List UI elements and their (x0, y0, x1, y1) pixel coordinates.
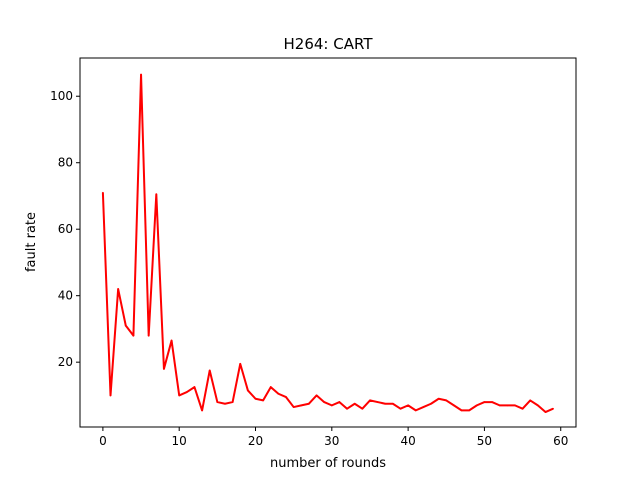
data-point (216, 401, 219, 403)
y-tick-label: 100 (50, 89, 73, 103)
x-tick-label: 40 (400, 434, 415, 448)
data-point (208, 369, 211, 372)
data-point (361, 407, 364, 410)
data-point (552, 407, 554, 410)
data-point (498, 404, 501, 407)
chart-title: H264: CART (284, 35, 374, 53)
data-point (369, 399, 371, 402)
data-point (132, 334, 135, 337)
data-point (453, 404, 455, 407)
y-tick-label: 60 (58, 222, 73, 236)
data-point (201, 409, 203, 412)
series-layer (101, 73, 554, 414)
x-tick-label: 60 (553, 434, 568, 448)
data-point (170, 339, 173, 342)
y-axis-label: fault rate (24, 212, 39, 272)
data-point (239, 363, 242, 365)
data-point (430, 402, 432, 405)
plot-area (80, 58, 576, 427)
data-point (117, 288, 119, 290)
x-tick-label: 30 (324, 434, 339, 448)
y-tick-label: 20 (58, 355, 73, 369)
data-point (338, 401, 341, 403)
data-point (384, 402, 387, 405)
data-point (102, 191, 104, 194)
data-point (506, 404, 509, 407)
data-point (254, 397, 257, 400)
data-point (231, 401, 234, 403)
data-point (445, 399, 448, 402)
data-point (437, 397, 440, 400)
data-point (186, 391, 188, 393)
series-line (101, 73, 554, 414)
data-point (269, 386, 272, 388)
data-point (407, 404, 409, 407)
x-tick-label: 50 (477, 434, 492, 448)
data-point (331, 404, 333, 407)
data-point (163, 368, 165, 370)
data-point (529, 399, 532, 402)
data-point (422, 406, 425, 408)
tick-layer: 0 10 20 30 40 50 60 20 40 60 80 100 (50, 89, 568, 448)
data-point (514, 404, 516, 407)
data-point (323, 401, 325, 403)
x-tick-label: 20 (248, 434, 263, 448)
data-point (315, 394, 318, 397)
data-point (155, 193, 158, 196)
x-tick-label: 0 (99, 434, 107, 448)
data-point (468, 409, 470, 412)
data-point (392, 402, 394, 405)
data-point (292, 406, 295, 408)
data-point (476, 404, 478, 407)
data-point (224, 402, 226, 405)
data-point (308, 402, 310, 405)
data-point (537, 404, 539, 407)
data-point (491, 401, 493, 403)
data-point (140, 73, 142, 76)
data-point (544, 411, 547, 413)
data-point (178, 394, 180, 397)
data-point (460, 409, 463, 412)
data-point (521, 407, 524, 410)
x-tick-label: 10 (172, 434, 187, 448)
data-point (277, 392, 280, 395)
x-axis-label: number of rounds (270, 456, 386, 471)
data-point (147, 334, 150, 337)
data-point (285, 396, 287, 398)
data-point (376, 401, 379, 403)
plot-frame (79, 57, 577, 428)
data-point (124, 324, 127, 327)
data-point (346, 407, 348, 410)
data-point (414, 409, 417, 412)
data-point (247, 389, 249, 392)
y-tick-label: 40 (58, 289, 73, 303)
data-point (483, 401, 486, 403)
data-point (300, 404, 303, 407)
data-point (109, 394, 112, 397)
data-point (193, 386, 196, 388)
data-point (399, 407, 402, 410)
data-point (353, 402, 356, 405)
y-tick-label: 80 (58, 156, 73, 170)
data-point (262, 399, 264, 402)
